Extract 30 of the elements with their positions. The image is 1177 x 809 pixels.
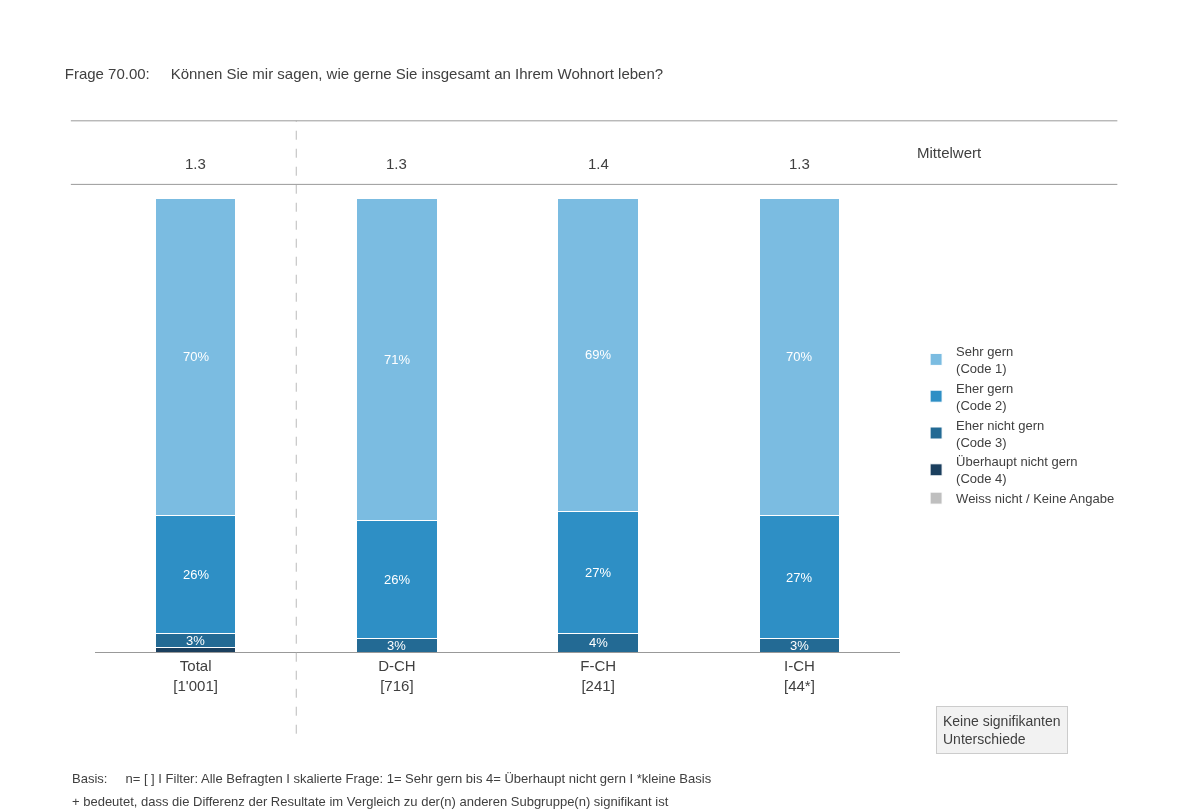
text: Mittelwert: [917, 144, 983, 161]
data-label: 26%: [384, 572, 411, 587]
data-label: 3%: [186, 633, 206, 648]
legend-label: Eher gern (Code 2): [956, 380, 1014, 413]
text: 1.3: [386, 155, 407, 172]
text: 1.3: [185, 155, 206, 172]
text: 1.4: [588, 155, 609, 172]
data-label: 3%: [790, 638, 810, 653]
data-label: 71%: [384, 352, 411, 367]
data-label: 3%: [387, 638, 407, 653]
data-label: 69%: [585, 347, 612, 362]
x-tick-label: I-CH [44*]: [783, 657, 815, 694]
data-label: 70%: [183, 349, 210, 364]
legend-label: Überhaupt nicht gern (Code 4): [956, 454, 1078, 487]
data-label: 27%: [585, 565, 612, 580]
data-label: 27%: [786, 570, 813, 585]
legend-label: Eher nicht gern (Code 3): [956, 417, 1045, 450]
text: Basis: n= [ ] I Filter: Alle Befragten I skalierte Frage: 1= Sehr gern bis 4= Überhaupt nicht gern I *kleine Basis: [72, 771, 712, 786]
x-tick-label: F-CH [241]: [580, 657, 617, 694]
legend-label: Weiss nicht / Keine Angabe: [956, 491, 1115, 507]
text: + bedeutet, dass die Differenz der Resultate im Vergleich zu der(n) anderen Subgruppe(n) signifikant ist: [72, 794, 669, 809]
chart-title: Frage 70.00: Können Sie mir sagen, wie gerne Sie insgesamt an Ihrem Wohnort leben?: [64, 65, 664, 83]
x-tick-label: Total [1'001]: [173, 657, 218, 694]
data-label: 26%: [183, 567, 210, 582]
text: 1.3: [789, 155, 810, 172]
legend-label: Sehr gern (Code 1): [956, 344, 1014, 376]
data-label: 4%: [589, 635, 609, 650]
data-label: 70%: [786, 349, 813, 364]
text: Keine signifikanten Unterschiede: [943, 713, 1061, 748]
x-tick-label: D-CH [716]: [378, 657, 416, 694]
